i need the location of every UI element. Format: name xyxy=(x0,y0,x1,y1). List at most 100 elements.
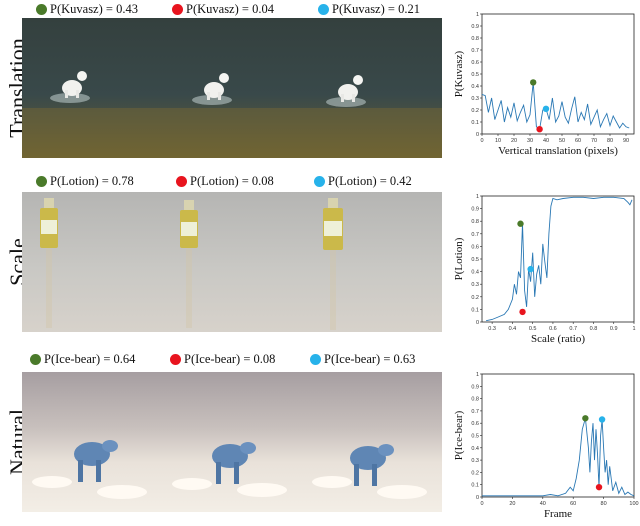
x-tick-label: 0.8 xyxy=(590,326,598,332)
y-tick-label: 0.7 xyxy=(471,409,479,415)
x-tick-label: 70 xyxy=(591,138,597,144)
blue-marker-point xyxy=(542,105,550,113)
y-tick-label: 0.7 xyxy=(471,232,479,238)
y-tick-label: 0.4 xyxy=(471,270,479,276)
green-marker-point xyxy=(582,415,589,422)
y-tick-label: 0.3 xyxy=(471,282,479,288)
image-frame-1 xyxy=(22,372,162,512)
blue-marker-point xyxy=(527,265,534,273)
series-line xyxy=(481,82,630,131)
blue-dot-icon xyxy=(314,175,325,187)
image-frame-2 xyxy=(162,18,302,158)
caption-text: P(Lotion) = 0.42 xyxy=(328,173,412,188)
caption-text: P(Lotion) = 0.78 xyxy=(50,173,134,188)
y-tick-label: 1 xyxy=(476,12,479,18)
y-tick-label: 0.1 xyxy=(471,307,479,313)
natural-line-chart: 0 20 40 60 80 100 0 0.1 0.2 0.3 0.4 0.5 0.6 0.7 0.8 0.9… xyxy=(453,372,639,520)
probability-caption: P(Ice-bear) = 0.64 xyxy=(30,350,135,368)
dog-in-water-image xyxy=(162,18,302,158)
y-tick-label: 0 xyxy=(476,495,479,501)
y-tick-label: 0.6 xyxy=(471,244,479,250)
green-dot-icon xyxy=(36,3,47,15)
x-axis-label: Scale (ratio) xyxy=(531,333,585,345)
x-tick-label: 0.9 xyxy=(610,326,618,332)
red-marker-point xyxy=(595,483,603,491)
green-marker-point xyxy=(530,79,537,86)
probability-caption: P(Kuvasz) = 0.21 xyxy=(318,0,420,18)
scale-line-chart: 0.3 0.4 0.5 0.6 0.7 0.8 0.9 1 0 0.1 0.2 0.3 0.4 0.5 0.… xyxy=(453,194,636,345)
y-tick-label: 0.4 xyxy=(471,446,479,452)
x-tick-label: 50 xyxy=(559,138,565,144)
y-tick-label: 0.6 xyxy=(471,421,479,427)
x-tick-label: 1 xyxy=(632,326,635,332)
y-tick-label: 0.7 xyxy=(471,48,479,54)
red-dot-icon xyxy=(172,3,183,15)
x-tick-label: 0.6 xyxy=(549,326,557,332)
y-axis-label: P(Kuvasz) xyxy=(453,50,465,97)
x-axis-label: Vertical translation (pixels) xyxy=(498,145,618,157)
y-tick-label: 0.9 xyxy=(471,207,479,213)
y-tick-label: 0.8 xyxy=(471,36,479,42)
y-tick-label: 0.5 xyxy=(471,72,479,78)
probability-caption: P(Ice-bear) = 0.63 xyxy=(310,350,415,368)
x-tick-label: 0.5 xyxy=(529,326,537,332)
dog-in-water-image xyxy=(302,18,442,158)
y-tick-label: 0.9 xyxy=(471,24,479,30)
blue-dot-icon xyxy=(318,3,329,15)
x-tick-label: 90 xyxy=(623,138,629,144)
caption-text: P(Ice-bear) = 0.08 xyxy=(184,351,276,366)
x-tick-label: 20 xyxy=(511,138,517,144)
blue-marker-point xyxy=(598,416,606,423)
y-tick-label: 0 xyxy=(476,132,479,138)
row-natural: Natural P(Ice-bear) = 0.64 P(Ice-bear) =… xyxy=(0,350,640,521)
red-marker-point xyxy=(536,126,543,133)
y-tick-label: 0.3 xyxy=(471,96,479,102)
y-tick-label: 0.8 xyxy=(471,219,479,225)
caption-text: P(Ice-bear) = 0.63 xyxy=(324,351,416,366)
x-tick-label: 20 xyxy=(509,501,515,507)
probability-caption: P(Lotion) = 0.78 xyxy=(36,172,134,190)
x-tick-label: 80 xyxy=(607,138,613,144)
red-dot-icon xyxy=(176,175,187,187)
red-dot-icon xyxy=(170,353,181,365)
y-tick-label: 0.2 xyxy=(471,295,479,301)
x-tick-label: 60 xyxy=(570,501,576,507)
caption-text: P(Kuvasz) = 0.21 xyxy=(332,1,420,16)
axes-frame xyxy=(481,13,635,135)
translation-line-chart: 0 10 20 30 40 50 60 70 80 90 0 0.1 0.2 0.3 0.4 0.5 0.6 0.… xyxy=(453,12,635,157)
caption-text: P(Kuvasz) = 0.04 xyxy=(186,1,274,16)
chart-natural: 0 20 40 60 80 100 0 0.1 0.2 0.3 0.4 0.5 0.6 0.7 0.8 0.9… xyxy=(448,368,639,521)
ice-bear-image xyxy=(302,372,442,512)
caption-text: P(Kuvasz) = 0.43 xyxy=(50,1,138,16)
blue-dot-icon xyxy=(310,353,321,365)
lotion-bottle-image xyxy=(302,192,442,332)
y-tick-label: 0.5 xyxy=(471,434,479,440)
green-dot-icon xyxy=(36,175,47,187)
probability-caption: P(Lotion) = 0.42 xyxy=(314,172,412,190)
lotion-bottle-image xyxy=(22,192,162,332)
y-tick-label: 0.9 xyxy=(471,384,479,390)
lotion-bottle-image xyxy=(162,192,302,332)
image-frame-3 xyxy=(302,192,442,332)
row-translation: Translation P(Kuvasz) = 0.43 P(Kuvasz) =… xyxy=(0,0,640,160)
y-tick-label: 0.4 xyxy=(471,84,479,90)
image-frame-1 xyxy=(22,192,162,332)
green-dot-icon xyxy=(30,353,41,365)
ice-bear-image xyxy=(22,372,162,512)
caption-text: P(Ice-bear) = 0.64 xyxy=(44,351,136,366)
x-tick-label: 100 xyxy=(629,501,638,507)
y-tick-label: 0.2 xyxy=(471,108,479,114)
probability-caption: P(Kuvasz) = 0.43 xyxy=(36,0,138,18)
y-tick-label: 0.8 xyxy=(471,397,479,403)
probability-caption: P(Ice-bear) = 0.08 xyxy=(170,350,275,368)
probability-caption: P(Kuvasz) = 0.04 xyxy=(172,0,274,18)
green-marker-point xyxy=(517,220,524,227)
x-tick-label: 0.7 xyxy=(569,326,577,332)
dog-in-water-image xyxy=(22,18,162,158)
y-tick-label: 0.3 xyxy=(471,458,479,464)
ice-bear-image xyxy=(162,372,302,512)
y-tick-label: 0.6 xyxy=(471,60,479,66)
chart-scale: 0.3 0.4 0.5 0.6 0.7 0.8 0.9 1 0 0.1 0.2 0.3 0.4 0.5 0.… xyxy=(448,190,638,346)
x-tick-label: 0.4 xyxy=(509,326,517,332)
image-frame-3 xyxy=(302,372,442,512)
